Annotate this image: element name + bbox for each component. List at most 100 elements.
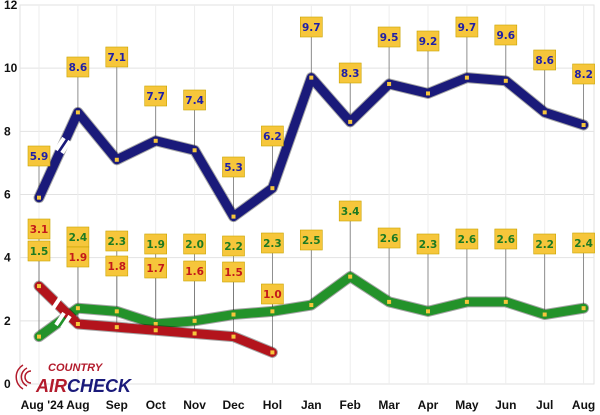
data-point [114,157,119,162]
data-point [542,110,547,115]
data-label-box [533,233,557,255]
data-label: 8.3 [341,68,360,80]
data-label-box [572,63,595,85]
signal-waves-icon [15,364,32,390]
data-label: 8.6 [535,55,554,67]
x-tick-label: Feb [340,398,361,412]
data-point [231,334,236,339]
data-point [387,299,392,304]
data-label: 2.0 [185,239,204,251]
x-tick-label: Nov [183,398,206,412]
data-label: 1.9 [146,239,165,251]
data-label-box [416,233,440,255]
x-tick-label: Hol [263,398,282,412]
data-point [387,81,392,86]
x-tick-label: Jul [536,398,553,412]
data-label-box [494,228,518,250]
data-label: 2.6 [380,233,399,245]
data-label: 1.8 [107,261,126,273]
logo-country-text: COUNTRY [48,362,104,374]
data-label: 1.6 [185,266,204,278]
data-label-box [27,145,51,167]
x-axis-ticks: Aug '24 Aug Sep Oct Nov Dec Hol Jan Feb Mar Apr May… [21,398,596,412]
data-point [309,75,314,80]
data-label: 1.5 [30,246,49,258]
data-label-box [299,16,323,38]
data-label-box [261,232,284,254]
data-label: 7.1 [107,52,126,64]
data-label-box [377,26,401,48]
x-tick-label: Oct [146,398,166,412]
data-label-box [27,218,51,240]
data-point [503,299,508,304]
data-label-box [183,260,206,282]
data-label: 7.4 [185,95,204,107]
data-label-box [261,283,284,305]
data-label: 2.3 [107,236,126,248]
series-lines [33,72,590,358]
data-label-box [183,233,206,255]
y-tick-label: 12 [4,0,18,12]
data-point [270,350,275,355]
data-label: 3.1 [30,224,49,236]
data-label: 2.2 [224,241,243,253]
logo-check-text: CHECK [67,376,133,396]
data-label-box [66,246,90,268]
data-label-box [338,200,362,222]
y-tick-label: 8 [4,124,11,138]
data-point [114,325,119,330]
data-point [464,299,469,304]
x-tick-label: May [455,398,479,412]
y-tick-label: 4 [4,251,11,265]
y-axis-ticks: 0 2 4 6 8 10 12 [4,0,18,391]
x-tick-label: Dec [222,398,244,412]
data-label: 9.7 [302,22,321,34]
axis-break-markers [50,136,72,330]
data-point [153,328,158,333]
data-label: 9.7 [458,22,477,34]
data-label-box [494,24,518,46]
x-tick-label: Aug [66,398,89,412]
data-point [75,306,80,311]
data-point [426,91,430,96]
data-point [37,334,41,339]
data-point [542,312,547,317]
data-label: 1.7 [146,263,165,275]
data-point [192,331,197,336]
data-point [581,306,586,311]
data-label: 1.5 [224,267,243,279]
data-label: 8.2 [574,69,593,81]
data-label: 2.3 [263,238,282,250]
data-point [153,321,158,326]
data-point [153,138,158,143]
data-label: 3.4 [341,206,360,218]
data-point [348,274,353,279]
x-tick-label: Mar [378,398,400,412]
data-label-box [222,261,245,283]
country-aircheck-logo: COUNTRY AIRCHECK [15,362,133,396]
x-tick-label: Apr [418,398,439,412]
data-label: 2.3 [419,239,438,251]
x-tick-label: Jun [495,398,516,412]
data-label-box [144,233,167,255]
y-tick-label: 2 [4,314,11,328]
data-label: 5.3 [224,162,243,174]
data-label: 1.9 [69,252,88,264]
data-point [503,78,508,83]
data-label-box [222,235,245,257]
logo-air-text: AIR [35,376,67,396]
data-point [114,309,119,314]
label-leader-lines [38,37,584,353]
data-point [192,148,197,153]
data-point [270,309,275,314]
data-label-box [533,49,557,71]
data-label-box [416,30,440,52]
data-point [270,186,275,191]
data-label: 5.9 [30,151,49,163]
data-point [75,110,80,115]
data-point [231,214,236,219]
data-label: 2.2 [535,239,554,251]
data-label-box [144,85,167,107]
data-label: 7.7 [146,91,165,103]
data-label-box [572,232,595,254]
